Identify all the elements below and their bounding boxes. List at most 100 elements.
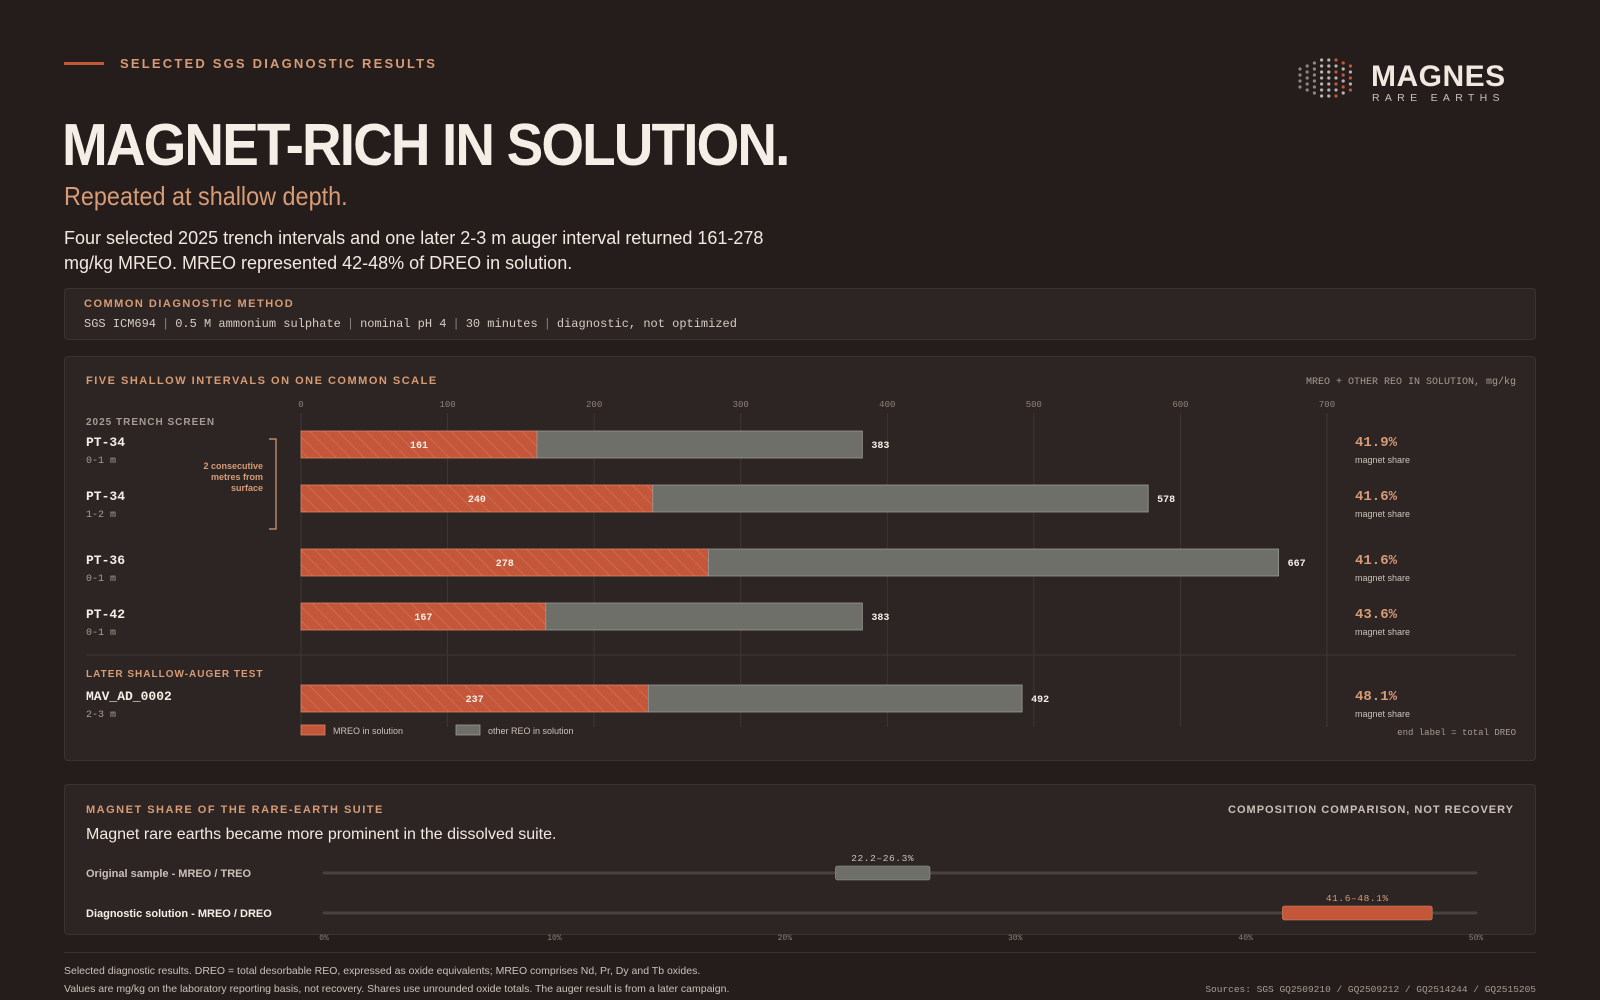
axis-note: MREO + OTHER REO IN SOLUTION, mg/kg (1306, 376, 1516, 388)
eyebrow: SELECTED SGS DIAGNOSTIC RESULTS (64, 56, 437, 71)
share-value: 41.6% (1355, 553, 1398, 569)
method-item: diagnostic, not optimized (556, 317, 737, 331)
footer-note-2: Values are mg/kg on the laboratory repor… (64, 983, 730, 995)
share-value: 41.6% (1355, 489, 1398, 505)
row-name: PT-34 (86, 489, 125, 504)
footer-sources: Sources: SGS GQ2509210 / GQ2509212 / GQ2… (1205, 984, 1536, 995)
method-item: SGS ICM694 (84, 317, 157, 331)
range-bar (1282, 905, 1433, 921)
logo-dot (1320, 58, 1324, 62)
x-tick-label: 600 (1172, 400, 1188, 410)
logo-dot (1327, 58, 1331, 62)
share-lead: Magnet rare earths became more prominent… (86, 826, 557, 843)
range-tick-label: 50% (1469, 934, 1484, 943)
logo-dot (1312, 85, 1316, 89)
logo-dot (1348, 82, 1352, 86)
method-item: nominal pH 4 (360, 317, 447, 331)
logo-dot (1320, 70, 1324, 74)
row-depth: 0-1 m (86, 456, 116, 467)
bracket-note: 2 consecutive (203, 461, 263, 471)
range-tick-label: 20% (778, 934, 793, 943)
logo-dot (1334, 76, 1338, 80)
group-label: LATER SHALLOW-AUGER TEST (86, 669, 264, 680)
logo-dot (1320, 64, 1324, 68)
share-label: magnet share (1355, 509, 1410, 519)
logo-dot (1327, 88, 1331, 92)
bracket-note: surface (231, 483, 263, 493)
legend-label: other REO in solution (488, 726, 574, 736)
range-tick-label: 40% (1238, 934, 1253, 943)
group-label: 2025 TRENCH SCREEN (86, 417, 215, 428)
logo-dot (1341, 79, 1345, 83)
page-lead: Four selected 2025 trench intervals and … (64, 228, 764, 273)
other-reo-bar (652, 484, 1149, 513)
logo-dot (1305, 64, 1309, 68)
share-label: magnet share (1355, 573, 1410, 583)
range-tick-label: 10% (547, 934, 562, 943)
share-value: 43.6% (1355, 607, 1398, 623)
mreo-value-label: 237 (466, 695, 484, 706)
method-item: 0.5 M ammonium sulphate (175, 317, 341, 331)
other-reo-bar (708, 548, 1280, 577)
range-bar (835, 865, 931, 881)
other-reo-bar (545, 602, 863, 631)
total-label: 383 (871, 441, 889, 452)
row-depth: 0-1 m (86, 574, 116, 585)
share-title: MAGNET SHARE OF THE RARE-EARTH SUITE (86, 804, 384, 816)
logo-dot (1348, 64, 1352, 68)
x-tick-label: 400 (879, 400, 895, 410)
range-tick-label: 30% (1008, 934, 1023, 943)
chart-title: FIVE SHALLOW INTERVALS ON ONE COMMON SCA… (86, 375, 438, 387)
x-tick-label: 700 (1319, 400, 1335, 410)
logo-dot (1298, 73, 1302, 77)
bracket (269, 438, 277, 530)
x-tick-label: 200 (586, 400, 602, 410)
footer-note-1: Selected diagnostic results. DREO = tota… (64, 965, 701, 977)
row-depth: 2-3 m (86, 710, 116, 721)
bracket-note: metres from (211, 472, 263, 482)
page-title: MAGNET-RICH IN SOLUTION. (62, 112, 790, 178)
logo-dot (1334, 88, 1338, 92)
range-label: 41.6–48.1% (1326, 893, 1389, 904)
logo-dot (1312, 79, 1316, 83)
share-label: magnet share (1355, 627, 1410, 637)
logo-word: MAGNES (1371, 60, 1506, 93)
method-label: COMMON DIAGNOSTIC METHOD (84, 298, 295, 310)
logo-dots-icon (1298, 58, 1352, 98)
logo-dot (1305, 82, 1309, 86)
mreo-value-label: 240 (468, 495, 486, 506)
logo-dot (1348, 76, 1352, 80)
legend-label: MREO in solution (333, 726, 403, 736)
logo-dot (1334, 70, 1338, 74)
logo-dot (1320, 82, 1324, 86)
intervals-chart-panel: FIVE SHALLOW INTERVALS ON ONE COMMON SCA… (64, 356, 1536, 761)
logo-dot (1312, 91, 1316, 95)
logo-dot (1320, 76, 1324, 80)
logo-dot (1305, 70, 1309, 74)
logo-dot (1298, 67, 1302, 71)
logo-dot (1341, 85, 1345, 89)
other-reo-bar (536, 430, 863, 459)
logo-dot (1312, 61, 1316, 65)
mreo-bar (300, 484, 654, 513)
method-values: SGS ICM694 | 0.5 M ammonium sulphate | nomin… (84, 317, 737, 331)
share-value: 48.1% (1355, 689, 1398, 705)
mreo-bar (300, 548, 709, 577)
eyebrow-rule (64, 62, 104, 65)
footer-rule (64, 952, 1536, 953)
range-row-label: Diagnostic solution - MREO / DREO (86, 908, 272, 920)
mreo-bar (300, 430, 538, 459)
range-row-label: Original sample - MREO / TREO (86, 868, 251, 880)
method-item: 30 minutes (465, 317, 538, 331)
logo: MAGNES RARE EARTHS (1296, 50, 1536, 106)
share-range-chart: Original sample - MREO / TREO 22.2–26.3% D… (86, 853, 1484, 943)
logo-dot (1334, 94, 1338, 98)
range-label: 22.2–26.3% (851, 853, 914, 864)
logo-dot (1320, 88, 1324, 92)
row-name: PT-34 (86, 435, 125, 450)
logo-dot (1305, 88, 1309, 92)
x-tick-label: 500 (1026, 400, 1042, 410)
total-label: 492 (1031, 695, 1049, 706)
share-note: COMPOSITION COMPARISON, NOT RECOVERY (1228, 804, 1514, 816)
logo-dot (1327, 70, 1331, 74)
